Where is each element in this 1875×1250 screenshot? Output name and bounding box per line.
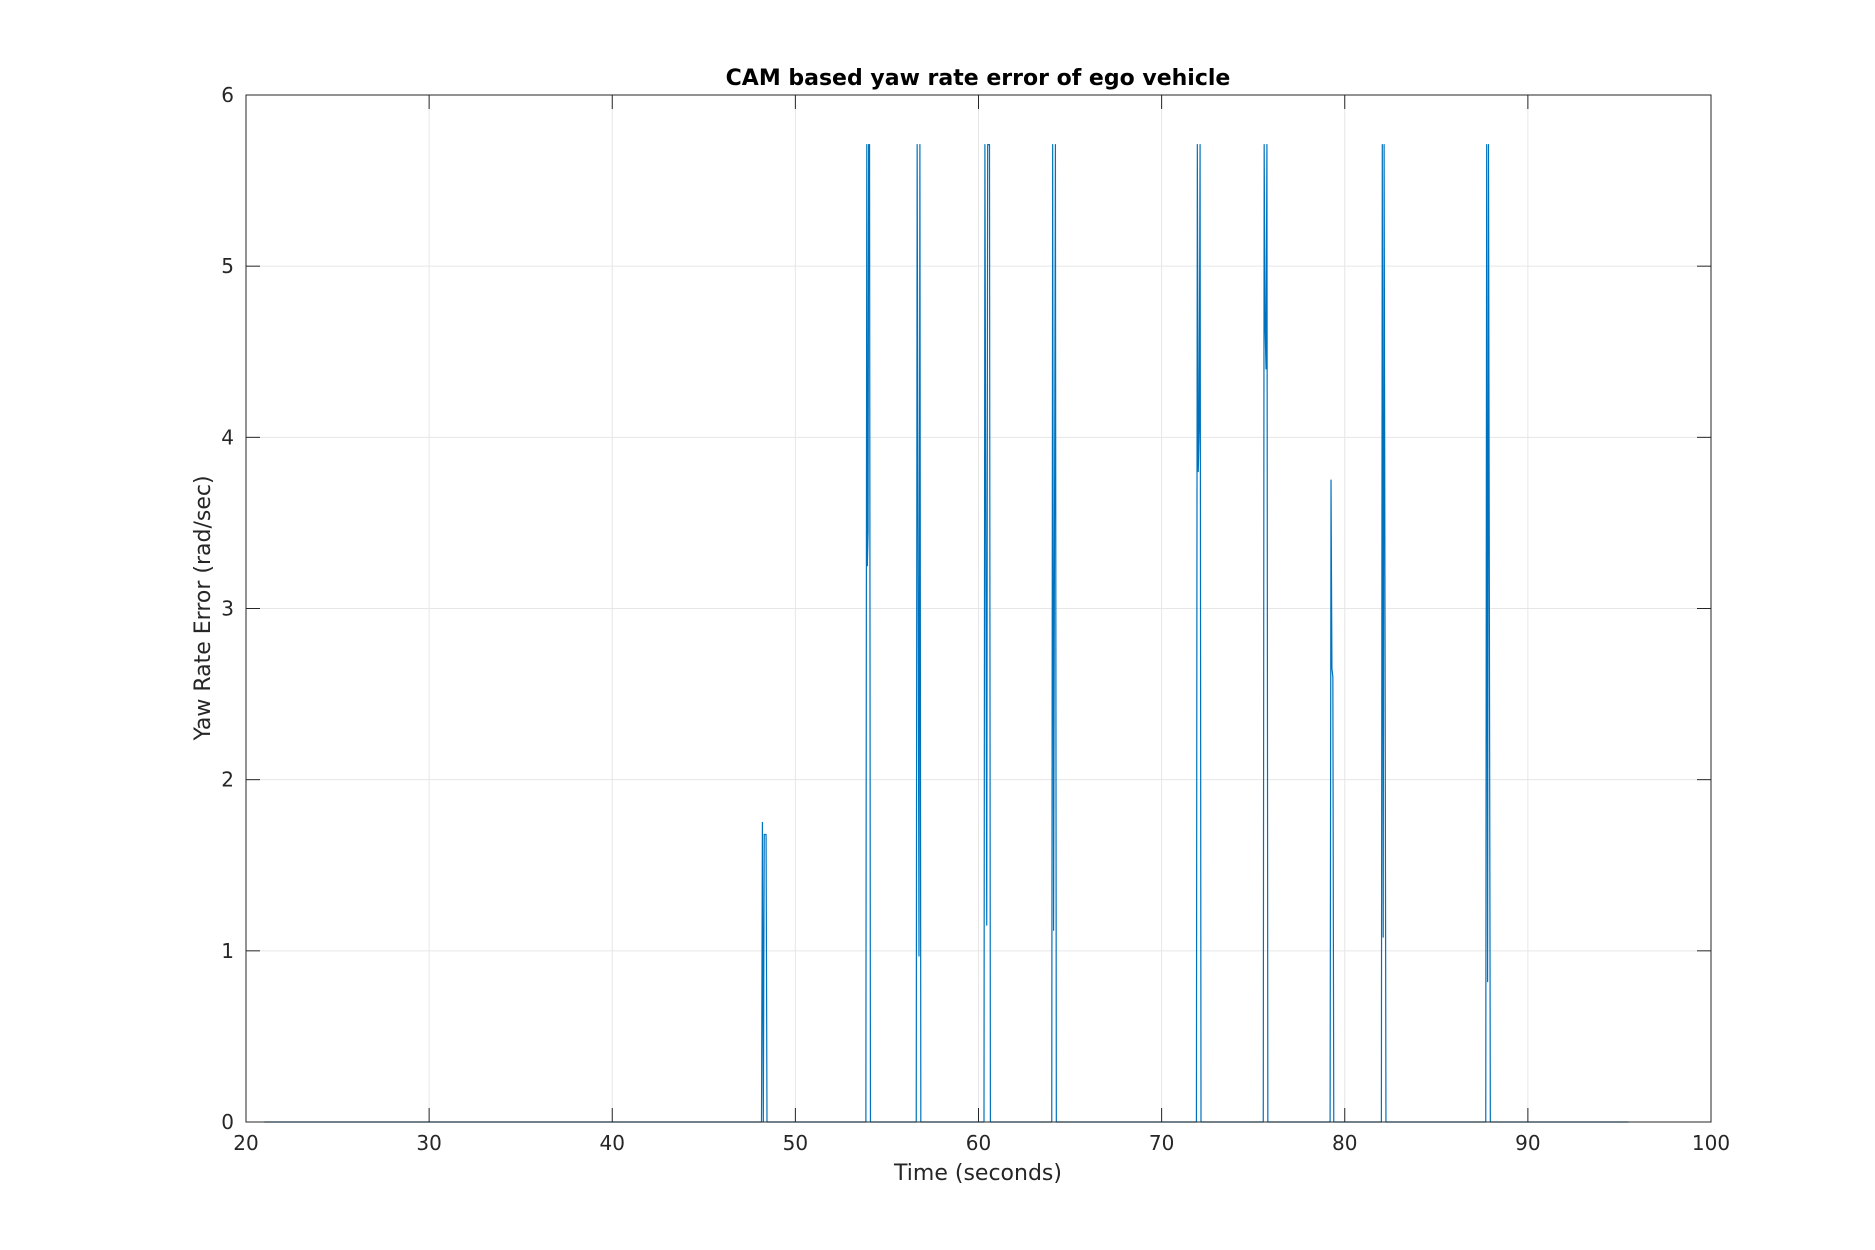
x-tick-label: 20 xyxy=(233,1131,258,1155)
y-tick-label: 2 xyxy=(221,768,234,792)
y-axis-label: Yaw Rate Error (rad/sec) xyxy=(191,475,216,741)
x-tick-label: 80 xyxy=(1332,1131,1357,1155)
y-tick-label: 0 xyxy=(221,1110,234,1134)
y-tick-label: 4 xyxy=(221,425,234,449)
axis-ticks: 20 30 40 50 60 70 80 90 100 0 1 2 3 4 5 6 xyxy=(221,83,1730,1155)
x-axis-label: Time (seconds) xyxy=(893,1161,1062,1186)
x-tick-label: 60 xyxy=(966,1131,991,1155)
y-tick-label: 3 xyxy=(221,597,234,621)
grid-lines xyxy=(246,95,1711,1122)
x-tick-label: 50 xyxy=(783,1131,808,1155)
x-tick-label: 30 xyxy=(416,1131,441,1155)
x-tick-label: 100 xyxy=(1692,1131,1730,1155)
x-tick-label: 70 xyxy=(1149,1131,1174,1155)
x-tick-label: 90 xyxy=(1515,1131,1540,1155)
y-tick-label: 6 xyxy=(221,83,234,107)
series-line xyxy=(264,144,1629,1123)
y-tick-label: 1 xyxy=(221,939,234,963)
y-tick-label: 5 xyxy=(221,254,234,278)
x-tick-label: 40 xyxy=(600,1131,625,1155)
chart-title: CAM based yaw rate error of ego vehicle xyxy=(726,66,1231,91)
data-series xyxy=(264,144,1629,1123)
